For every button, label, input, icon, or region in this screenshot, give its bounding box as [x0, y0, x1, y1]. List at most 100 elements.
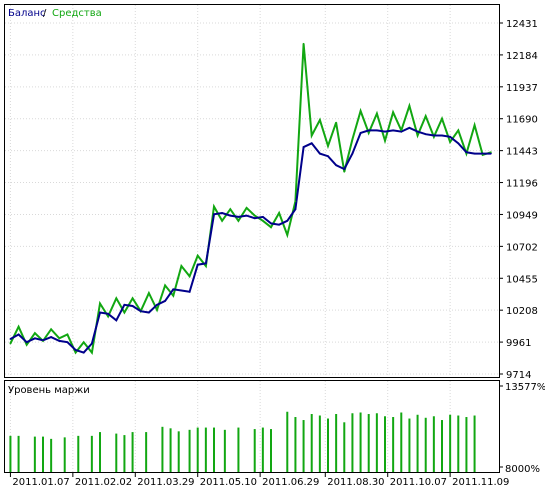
margin-plot-frame [4, 380, 500, 473]
margin-bar [449, 414, 452, 472]
equity-point [343, 170, 346, 173]
equity-point [115, 297, 118, 300]
balance-point [123, 303, 126, 306]
balance-point [66, 341, 69, 344]
margin-bar [270, 429, 272, 472]
balance-point [375, 129, 378, 132]
equity-point [359, 110, 362, 112]
equity-point [294, 200, 297, 203]
main-y-tick-label: 11937 [506, 83, 538, 94]
date-x-axis: 2011.01.07 2011.02.02 2011.03.29 2011.05.10… [9, 473, 509, 488]
balance-point [17, 333, 20, 336]
equity-point [221, 219, 224, 222]
balance-point [489, 152, 492, 155]
equity-point [351, 138, 354, 141]
margin-bar [416, 414, 419, 472]
margin-bar [261, 427, 264, 472]
balance-point [42, 339, 44, 342]
balance-point [335, 164, 338, 167]
margin-bar [177, 431, 180, 472]
balance-point [33, 337, 36, 340]
margin-y-tick-label-min: 8000% [505, 464, 540, 475]
balance-point [99, 311, 101, 314]
equity-point [50, 328, 53, 331]
equity-point [327, 144, 329, 147]
main-y-tick-label: 9961 [506, 338, 531, 349]
equity-point [58, 337, 61, 340]
balance-point [9, 338, 12, 340]
margin-bar [327, 418, 329, 472]
balance-point [221, 212, 224, 214]
margin-bar [318, 415, 321, 472]
main-y-tick-label: 12431 [506, 19, 538, 30]
main-y-tick-label: 10208 [506, 306, 538, 317]
balance-point [441, 134, 443, 137]
equity-series-line [9, 43, 492, 355]
equity-point [367, 132, 370, 134]
margin-bar [400, 412, 403, 472]
equity-point [441, 117, 443, 120]
margin-bar [223, 429, 226, 472]
equity-point [147, 292, 150, 295]
balance-point [204, 262, 207, 265]
balance-point [359, 132, 362, 134]
legend-equity: Средства [52, 8, 102, 19]
equity-point [302, 42, 305, 45]
x-tick-label: 2011.08.30 [327, 477, 384, 488]
balance-point [131, 305, 134, 307]
margin-bar [286, 411, 289, 472]
margin-bar [473, 415, 476, 472]
equity-point [188, 275, 191, 278]
x-tick-label: 2011.10.07 [390, 477, 447, 488]
main-y-tick-label: 10455 [506, 274, 538, 285]
margin-bar [384, 416, 386, 472]
legend-separator: / [43, 8, 47, 19]
balance-point [245, 214, 248, 217]
equity-point [172, 294, 175, 297]
equity-point [261, 219, 264, 222]
balance-point [327, 155, 329, 158]
balance-point [286, 219, 289, 222]
balance-point [90, 342, 93, 345]
margin-bar [367, 414, 370, 472]
margin-bar [432, 416, 435, 472]
margin-bar [99, 432, 101, 472]
margin-bar [465, 417, 468, 472]
margin-bars [9, 411, 476, 472]
margin-bar [169, 428, 172, 472]
equity-point [82, 341, 85, 344]
equity-point [25, 343, 28, 346]
balance-point [310, 142, 313, 145]
equity-point [99, 302, 101, 305]
margin-bar [237, 427, 240, 472]
equity-point [156, 309, 158, 311]
balance-point [302, 146, 305, 149]
balance-point [58, 340, 61, 342]
x-tick-label: 2011.06.29 [262, 477, 319, 488]
balance-point [392, 129, 395, 132]
balance-point [473, 152, 476, 155]
balance-point [253, 217, 256, 220]
equity-point [432, 135, 435, 138]
equity-point [90, 351, 93, 354]
equity-point [164, 284, 167, 287]
margin-panel-title: Уровень маржи [8, 385, 90, 396]
margin-y-axis: 13577% 8000% [499, 382, 545, 475]
x-tick-label: 2011.11.09 [452, 477, 509, 488]
equity-point [473, 124, 476, 127]
equity-point [245, 206, 248, 209]
equity-point [318, 119, 321, 121]
margin-bar [9, 435, 12, 472]
balance-point [416, 130, 419, 133]
margin-bar [90, 435, 93, 472]
equity-point [310, 134, 313, 137]
margin-bar [123, 435, 126, 472]
main-y-tick-label: 10702 [506, 242, 538, 253]
equity-point [465, 152, 468, 155]
margin-bar [351, 413, 354, 472]
margin-y-tick-label-max: 13577% [505, 382, 545, 393]
balance-point [318, 152, 321, 155]
equity-point [131, 297, 134, 300]
